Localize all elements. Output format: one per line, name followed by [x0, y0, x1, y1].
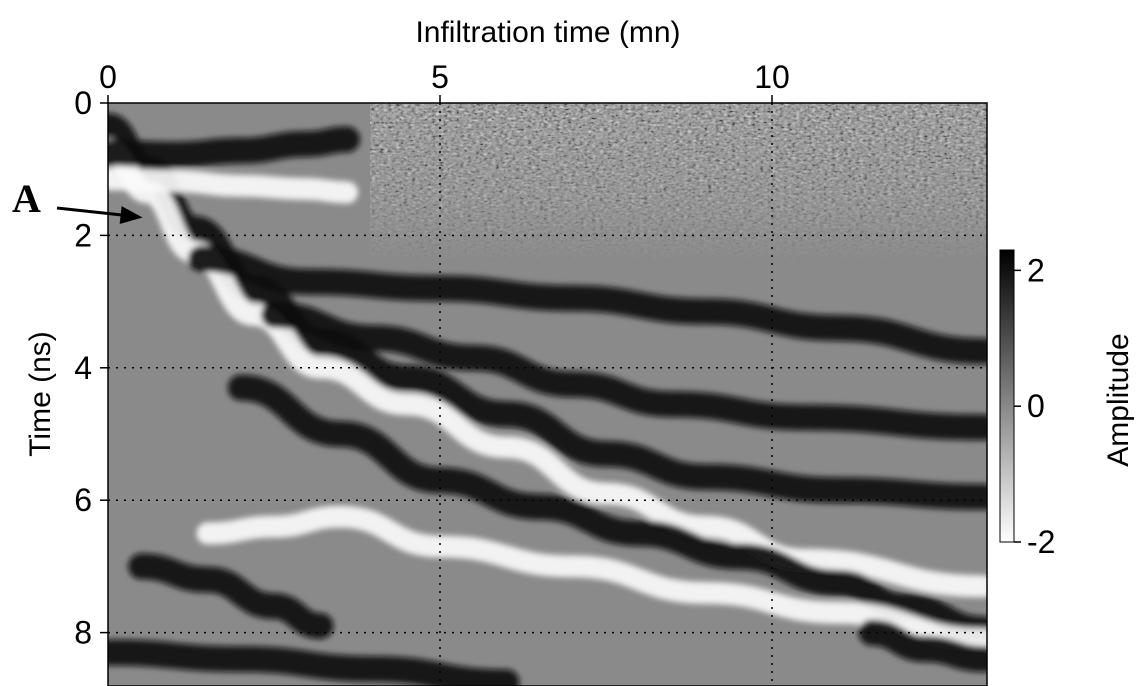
colorbar: 2 0 -2 Amplitude: [999, 249, 1135, 560]
colorbar-gradient: [999, 249, 1015, 543]
annotation-arrow-head-0: [119, 206, 143, 224]
band-dark-5: [108, 126, 361, 168]
band-dark-8: [128, 553, 334, 639]
band-dark-2: [187, 245, 987, 365]
noise-region: [370, 103, 987, 263]
x-axis-title: Infiltration time (mn): [415, 16, 680, 49]
annotation-label-0: A: [12, 176, 41, 221]
heatmap-plot-area: [108, 103, 987, 686]
band-dark-0: [108, 113, 987, 510]
y-tick-label-1: 2: [74, 217, 92, 253]
band-dark-10: [858, 619, 987, 673]
annotation-arrow-shaft-0: [56, 206, 127, 217]
band-dark-4: [227, 374, 987, 643]
heatmap-bands: [108, 113, 987, 686]
grid-lines: [108, 103, 987, 686]
y-tick-label-2: 4: [74, 350, 92, 386]
colorbar-tick-label-2: -2: [1027, 524, 1055, 560]
colorbar-label: Amplitude: [1102, 333, 1135, 466]
x-tick-label-1: 5: [431, 59, 449, 95]
plot-frame: [107, 102, 988, 686]
x-axis-ticks: 0 5 10: [99, 59, 790, 103]
band-dark-9: [108, 639, 520, 686]
band-light-6: [108, 168, 359, 204]
x-tick-label-0: 0: [99, 59, 117, 95]
colorbar-tick-label-0: 2: [1027, 252, 1045, 288]
band-dark-3: [261, 301, 987, 441]
x-tick-label-2: 10: [754, 59, 790, 95]
y-tick-label-3: 6: [74, 482, 92, 518]
colorbar-tick-label-1: 0: [1027, 388, 1045, 424]
y-axis-ticks: 0 2 4 6 8: [74, 85, 108, 651]
y-tick-label-4: 8: [74, 615, 92, 651]
band-light-7: [196, 505, 987, 651]
colorbar-ticks: 2 0 -2: [1014, 252, 1055, 560]
annotations: A: [12, 176, 143, 224]
y-axis-title: Time (ns): [24, 331, 57, 457]
y-tick-label-0: 0: [74, 85, 92, 121]
